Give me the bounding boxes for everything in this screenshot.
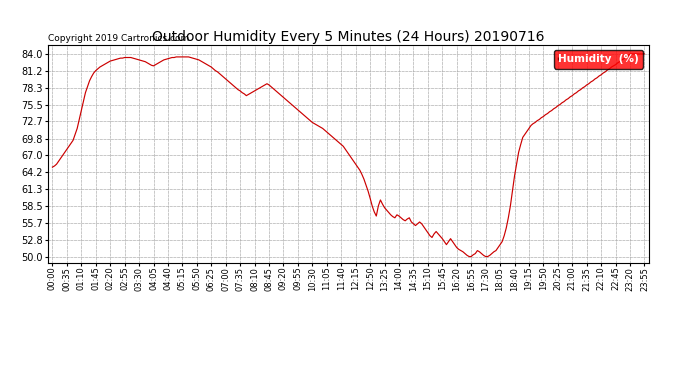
Title: Outdoor Humidity Every 5 Minutes (24 Hours) 20190716: Outdoor Humidity Every 5 Minutes (24 Hou… [152,30,544,44]
Legend: Humidity  (%): Humidity (%) [554,50,643,69]
Text: Copyright 2019 Cartronics.com: Copyright 2019 Cartronics.com [48,34,190,43]
